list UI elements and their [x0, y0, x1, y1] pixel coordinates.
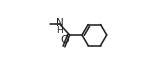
Text: O: O: [61, 35, 70, 45]
Text: H: H: [56, 26, 63, 35]
Text: N: N: [56, 18, 64, 28]
